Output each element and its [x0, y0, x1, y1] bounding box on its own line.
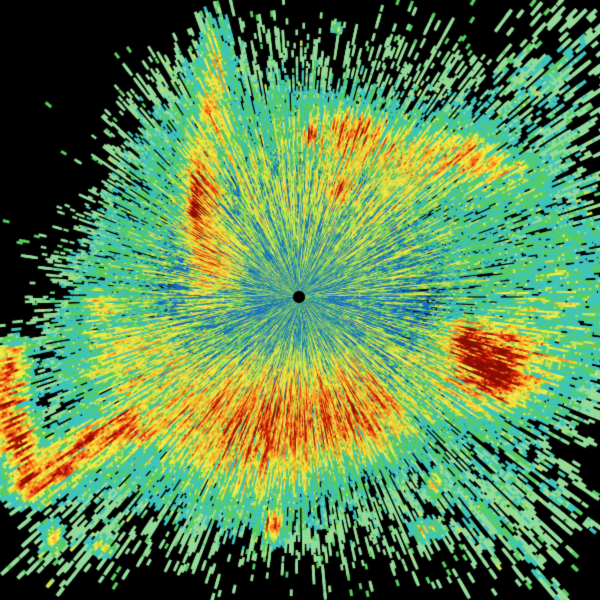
radar-display — [0, 0, 600, 600]
radar-reflectivity-canvas — [0, 0, 600, 600]
